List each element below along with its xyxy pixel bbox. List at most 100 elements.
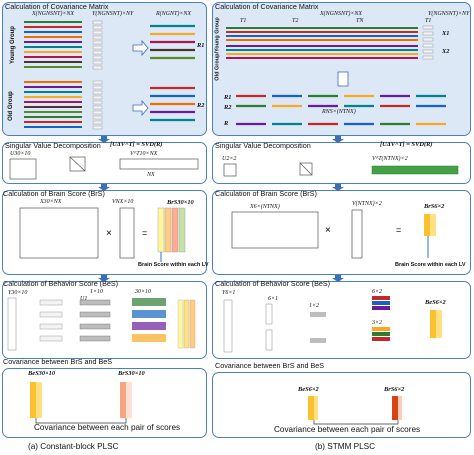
u-matrix <box>9 158 37 180</box>
right-brs-v: V(NTNX)×2 <box>352 201 382 207</box>
bes-result-row <box>132 298 166 306</box>
down-arrow <box>98 184 110 191</box>
y-cell <box>92 100 103 105</box>
brs-column <box>164 207 172 253</box>
ry-cell <box>422 25 434 30</box>
equals-sign: = <box>396 225 401 235</box>
right-cov-caption: Covariance between each pair of scores <box>274 425 421 434</box>
u1-row <box>310 312 326 317</box>
right-bes-result: BeS6×2 <box>425 299 446 306</box>
y2-vec <box>265 329 273 351</box>
y-cell <box>92 20 103 25</box>
y-cell <box>92 120 103 125</box>
left-bes-dim2: 30×10 <box>135 289 152 295</box>
rbes-col <box>430 310 436 338</box>
right-t1b: T1 <box>425 18 432 24</box>
y-cell <box>92 85 103 90</box>
pair-bracket <box>35 418 127 424</box>
y-cell <box>92 35 103 40</box>
down-arrow <box>332 184 344 191</box>
bes-u-row <box>79 335 111 342</box>
right-svd-title: Singular Value Decomposition <box>215 141 311 150</box>
y-cell <box>92 115 103 120</box>
y1-vec <box>265 303 273 325</box>
down-arrow <box>332 275 344 282</box>
brs-v-matrix <box>119 207 135 259</box>
y-cell <box>92 95 103 100</box>
brs-column <box>178 207 186 253</box>
down-arrow <box>98 275 110 282</box>
rbrs-col <box>430 214 436 236</box>
right-bes-panel <box>212 281 471 359</box>
bes-col <box>177 299 184 349</box>
left-cov-between: Covariance between BrS and BeS <box>3 357 113 366</box>
y6-column <box>223 299 233 353</box>
left-cov-title: Calculation of Covariance Matrix <box>5 2 109 11</box>
left-brs-final: BrS30×10 <box>118 370 145 377</box>
right-cov-panel <box>212 2 471 136</box>
brs-column <box>157 207 165 253</box>
left-bes-final: BeS30×10 <box>28 370 56 377</box>
left-brs-x: X30×NX <box>40 199 62 205</box>
bes-y-row <box>39 299 63 306</box>
vt-matrix <box>119 158 199 170</box>
rbrs-v-matrix <box>351 209 363 259</box>
bes-result-row <box>132 310 166 318</box>
right-x1-label: X1 <box>442 30 450 37</box>
bes-col <box>183 299 190 349</box>
left-svd-title: Singular Value Decomposition <box>5 141 101 150</box>
right-brs-x: X6×(NTNX) <box>250 204 280 210</box>
ry-cell <box>422 37 434 42</box>
right-bes-final: BeS6×2 <box>298 386 319 393</box>
y-cell <box>92 45 103 50</box>
ru-matrix <box>223 163 237 177</box>
left-r1-label: R1 <box>197 42 205 49</box>
ry-cell <box>422 31 434 36</box>
right-final-panel <box>212 372 471 438</box>
right-y6-label: Y6×1 <box>222 290 236 296</box>
rbrs-x-matrix <box>231 211 319 249</box>
left-brain-score-note: Brain Score within each LV <box>138 262 209 268</box>
right-t2a: T2 <box>292 18 299 24</box>
right-tna: TN <box>356 18 364 24</box>
right-v-label: V^T(NTNX)×2 <box>372 156 408 162</box>
right-cov-between: Covariance between BrS and BeS <box>215 361 325 370</box>
y-cell <box>92 30 103 35</box>
right-r2-label: R2 <box>224 104 232 111</box>
left-u-label: U30×10 <box>10 151 31 157</box>
left-y30-label: Y30×10 <box>8 290 28 296</box>
bes-y-row <box>39 323 63 330</box>
left-bes-u: U1 <box>80 296 88 302</box>
left-brs-result: BrS30×10 <box>167 199 194 206</box>
bes-y-row <box>39 311 63 318</box>
right-bes-title: Calculation of Behavior Score (BeS) <box>215 279 331 288</box>
times-sign: × <box>325 225 331 236</box>
right-brs-title: Calculation of Brain Score (BrS) <box>215 189 317 198</box>
left-cov-caption: Covariance between each pair of scores <box>34 423 181 432</box>
brs-bar <box>120 382 126 418</box>
bes-u-row <box>79 299 111 306</box>
rbrs-col <box>424 214 430 236</box>
y-cell <box>92 60 103 65</box>
right-arrow <box>132 39 149 57</box>
right-panel-caption: (b) STMM PLSC <box>315 442 376 451</box>
bes-y-row <box>39 335 63 342</box>
y-cell <box>92 125 103 130</box>
u1-row <box>310 338 326 343</box>
equals-sign: = <box>142 228 147 238</box>
times-sign: × <box>106 228 112 239</box>
ry-cell <box>422 49 434 54</box>
right-u-label: U2×2 <box>222 156 237 162</box>
right-arrow <box>132 99 149 117</box>
bes-bar <box>36 382 42 418</box>
right-r1-label: R1 <box>224 94 232 101</box>
bes-result-row <box>132 322 166 330</box>
right-dim-b: 1×2 <box>309 303 320 309</box>
left-panel-caption: (a) Constant-block PLSC <box>28 442 119 451</box>
right-brs-final: BrS6×2 <box>384 386 405 393</box>
right-x-header: X(NGNSNT)×NX <box>320 11 363 17</box>
rbrs-bar <box>392 396 398 420</box>
bes-top-row <box>372 306 390 310</box>
y-cell <box>92 40 103 45</box>
